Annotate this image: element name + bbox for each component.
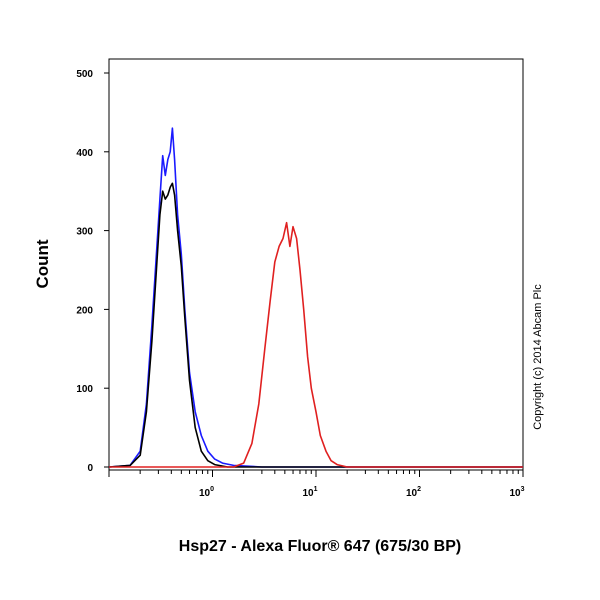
histogram-line-2	[108, 182, 523, 468]
x-tick-base: 10	[406, 488, 418, 499]
y-tick-label: 400	[76, 148, 93, 159]
y-tick-label: 0	[87, 463, 93, 474]
histogram-line-3	[109, 221, 523, 468]
x-tick-exponent: 3	[521, 486, 525, 493]
histogram-line-1	[108, 127, 523, 468]
x-tick-label: 103	[509, 486, 524, 499]
x-tick-exponent: 2	[417, 486, 421, 493]
x-tick-base: 10	[199, 488, 211, 499]
x-tick-label: 101	[302, 486, 317, 499]
x-tick-base: 10	[509, 488, 521, 499]
y-tick-label: 100	[76, 384, 93, 395]
y-tick-label: 300	[76, 227, 93, 238]
histogram-series	[108, 127, 523, 468]
x-tick-label: 102	[406, 486, 421, 499]
x-tick-label: 100	[199, 486, 214, 499]
y-tick-label: 500	[76, 69, 93, 80]
y-axis-ticks: 0 100 200 300 400 500	[76, 69, 109, 474]
y-axis-label: Count	[33, 239, 52, 288]
x-axis-ticks: 100 101 102 103	[108, 470, 525, 499]
x-tick-exponent: 0	[210, 486, 214, 493]
x-tick-exponent: 1	[314, 486, 318, 493]
copyright-notice: Copyright (c) 2014 Abcam Plc	[532, 284, 544, 430]
x-tick-base: 10	[302, 488, 314, 499]
x-axis-label: Hsp27 - Alexa Fluor® 647 (675/30 BP)	[179, 538, 461, 555]
y-tick-label: 200	[76, 305, 93, 316]
